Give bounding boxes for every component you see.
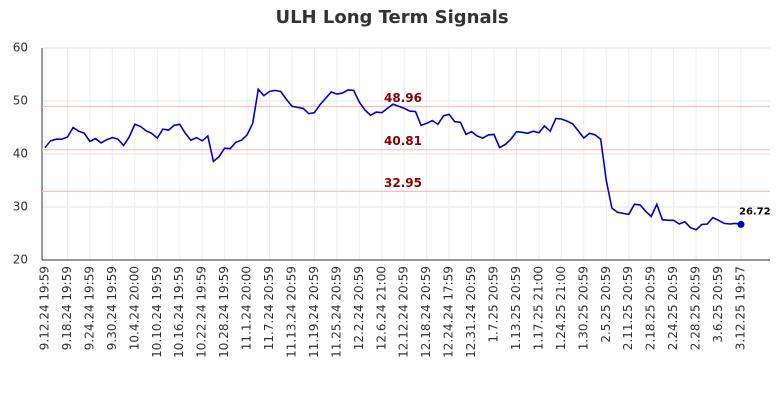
x-tick-label: 1.7.25 20:59 bbox=[487, 266, 501, 343]
last-point bbox=[737, 220, 745, 228]
chart-title: ULH Long Term Signals bbox=[275, 7, 508, 28]
x-tick-label: 11.19.24 20:59 bbox=[307, 266, 321, 358]
x-tick-label: 3.6.25 20:59 bbox=[711, 266, 725, 343]
x-tick-label: 11.7.24 20:59 bbox=[262, 266, 276, 350]
x-tick-label: 9.24.24 19:59 bbox=[82, 266, 96, 350]
x-tick-label: 10.4.24 20:00 bbox=[127, 266, 141, 350]
x-tick-label: 1.13.25 20:59 bbox=[509, 266, 523, 350]
x-tick-label: 12.6.24 21:00 bbox=[374, 266, 388, 350]
x-tick-label: 12.12.24 20:59 bbox=[397, 266, 411, 358]
signal-label: 48.96 bbox=[384, 91, 422, 105]
x-tick-label: 12.18.24 20:59 bbox=[419, 266, 433, 358]
y-tick-label: 20 bbox=[13, 253, 28, 267]
x-tick-label: 1.24.25 21:00 bbox=[554, 266, 568, 350]
x-tick-label: 10.10.24 19:59 bbox=[150, 266, 164, 358]
x-tick-label: 11.13.24 20:59 bbox=[284, 266, 298, 358]
x-tick-label: 3.12.25 19:57 bbox=[734, 266, 748, 350]
y-tick-label: 50 bbox=[13, 94, 28, 108]
x-tick-label: 12.24.24 17:59 bbox=[442, 266, 456, 358]
y-tick-label: 30 bbox=[13, 200, 28, 214]
signal-label: 40.81 bbox=[384, 134, 422, 148]
x-tick-label: 10.28.24 19:59 bbox=[217, 266, 231, 358]
x-tick-label: 10.16.24 19:59 bbox=[172, 266, 186, 358]
x-tick-label: 11.1.24 20:00 bbox=[240, 266, 254, 350]
x-tick-label: 12.31.24 20:59 bbox=[464, 266, 478, 358]
last-value-label: 26.72 bbox=[739, 206, 771, 217]
x-tick-label: 2.18.25 20:59 bbox=[644, 266, 658, 350]
x-tick-label: 10.22.24 19:59 bbox=[195, 266, 209, 358]
x-tick-label: 1.17.25 21:00 bbox=[531, 266, 545, 350]
y-tick-label: 60 bbox=[13, 41, 28, 55]
x-tick-label: 9.12.24 19:59 bbox=[38, 266, 52, 350]
price-line bbox=[44, 87, 742, 231]
x-tick-label: 11.25.24 20:59 bbox=[329, 266, 343, 358]
y-tick-label: 40 bbox=[13, 147, 28, 161]
x-tick-label: 12.2.24 20:59 bbox=[352, 266, 366, 350]
x-tick-label: 2.24.25 20:59 bbox=[666, 266, 680, 350]
signal-label: 32.95 bbox=[384, 176, 422, 190]
x-tick-label: 1.30.25 20:59 bbox=[576, 266, 590, 350]
x-tick-label: 9.30.24 19:59 bbox=[105, 266, 119, 350]
x-tick-label: 2.5.25 20:59 bbox=[599, 266, 613, 343]
x-tick-label: 2.11.25 20:59 bbox=[621, 266, 635, 350]
x-tick-label: 2.28.25 20:59 bbox=[689, 266, 703, 350]
x-tick-label: 9.18.24 19:59 bbox=[60, 266, 74, 350]
